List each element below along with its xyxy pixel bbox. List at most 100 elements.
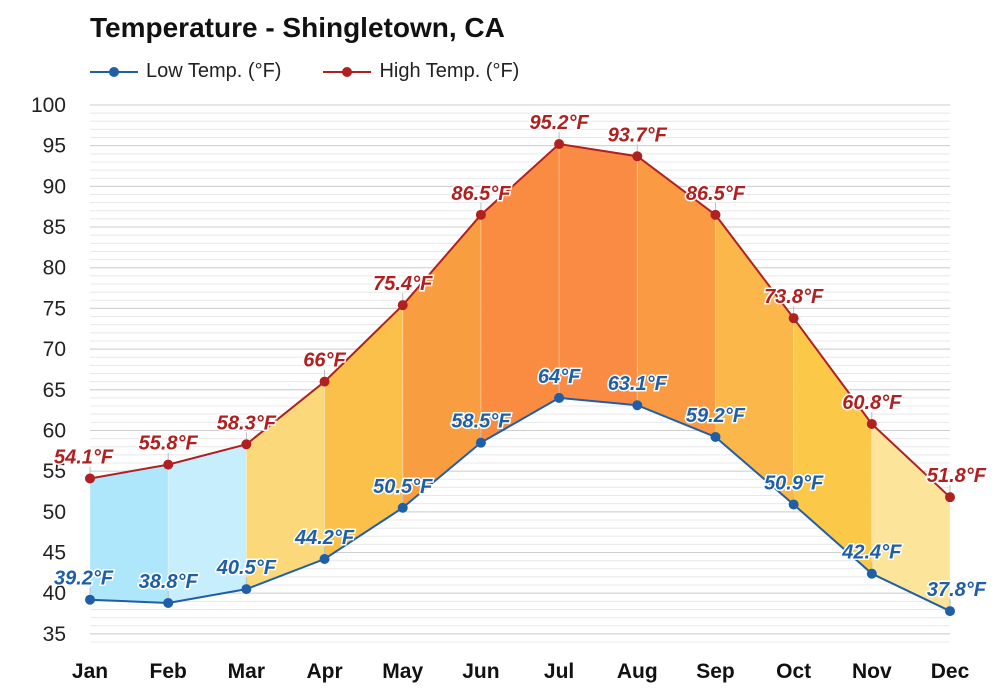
high-temp-point[interactable]: [788, 313, 799, 324]
legend-label-high: High Temp. (°F): [379, 60, 520, 82]
high-temp-line: [89, 142, 951, 498]
low-temp-label: 50.9°F: [764, 472, 824, 494]
y-tick-label: 100: [31, 94, 66, 117]
y-tick-label: 75: [43, 297, 66, 320]
y-tick-label: 65: [43, 379, 66, 402]
x-axis: Jan Feb Mar Apr May Jun Jul Aug Sep Oct Nov Dec: [72, 660, 970, 683]
low-temp-label: 40.5°F: [216, 557, 277, 579]
range-fills: [89, 144, 951, 612]
low-temp-point[interactable]: [241, 584, 252, 595]
high-temp-label: 55.8°F: [139, 433, 199, 455]
high-temp-label: 60.8°F: [842, 392, 902, 414]
high-temp-point[interactable]: [475, 209, 486, 220]
data-labels: 39.2°F 38.8°F 40.5°F 44.2°F 50.5°F 58.5°F 64°F…: [53, 111, 988, 607]
high-temp-point[interactable]: [397, 300, 408, 311]
low-temp-label: 63.1°F: [608, 373, 668, 395]
y-tick-label: 35: [43, 623, 66, 646]
x-tick-label: Jun: [462, 660, 499, 683]
y-tick-label: 70: [43, 338, 66, 361]
high-temp-point[interactable]: [241, 439, 252, 450]
high-temp-label: 75.4°F: [373, 273, 433, 295]
high-temp-point[interactable]: [710, 209, 721, 220]
month-range-fill: [715, 214, 794, 505]
low-temp-label: 38.8°F: [139, 571, 199, 593]
legend-label-low: Low Temp. (°F): [146, 60, 282, 82]
high-temp-label: 73.8°F: [764, 286, 824, 308]
high-temp-label: 54.1°F: [54, 446, 114, 468]
x-tick-label: Dec: [931, 660, 970, 683]
chart-title: Temperature - Shingletown, CA: [90, 12, 505, 43]
low-temp-label: 64°F: [538, 366, 581, 388]
low-temp-label: 58.5°F: [451, 411, 511, 433]
y-tick-label: 85: [43, 216, 66, 239]
legend-swatch-low: [90, 66, 138, 78]
y-tick-label: 90: [43, 175, 66, 198]
high-temp-point[interactable]: [319, 376, 330, 387]
series-lines: [89, 142, 951, 612]
low-temp-point[interactable]: [945, 606, 955, 617]
low-temp-point[interactable]: [632, 400, 643, 411]
low-temp-label: 39.2°F: [54, 568, 114, 590]
month-range-fill: [246, 381, 325, 590]
high-temp-point[interactable]: [554, 139, 565, 150]
chart-legend: Low Temp. (°F) High Temp. (°F): [90, 60, 519, 83]
x-tick-label: Oct: [776, 660, 811, 683]
low-temp-point[interactable]: [710, 431, 721, 442]
high-temp-point[interactable]: [945, 492, 955, 503]
month-range-fill: [324, 305, 403, 560]
low-temp-point[interactable]: [554, 392, 565, 403]
series-points: [85, 139, 955, 617]
y-tick-label: 95: [43, 135, 66, 158]
month-range-fill: [480, 144, 560, 443]
x-tick-label: Nov: [852, 660, 892, 683]
high-temp-label: 66°F: [303, 350, 346, 372]
low-temp-label: 37.8°F: [927, 579, 987, 601]
low-temp-label: 50.5°F: [373, 476, 433, 498]
x-tick-label: Sep: [696, 660, 735, 683]
x-tick-label: Feb: [150, 660, 187, 683]
low-temp-point[interactable]: [788, 499, 799, 510]
high-temp-label: 95.2°F: [530, 112, 590, 134]
x-tick-label: Aug: [617, 660, 658, 683]
y-tick-label: 45: [43, 542, 66, 565]
legend-item-low[interactable]: Low Temp. (°F): [90, 60, 281, 83]
y-tick-label: 50: [43, 501, 66, 524]
month-range-fill: [793, 318, 872, 574]
low-temp-point[interactable]: [397, 502, 408, 513]
y-tick-label: 60: [43, 419, 66, 442]
x-tick-label: May: [382, 660, 423, 683]
high-temp-point[interactable]: [85, 473, 95, 484]
month-range-fill: [637, 156, 716, 437]
y-tick-label: 55: [43, 460, 66, 483]
low-temp-point[interactable]: [85, 594, 95, 605]
low-temp-line: [89, 396, 951, 612]
x-tick-label: Apr: [306, 660, 342, 683]
high-temp-point[interactable]: [163, 459, 174, 470]
low-temp-label: 42.4°F: [841, 542, 902, 564]
low-temp-point[interactable]: [866, 568, 877, 579]
low-temp-label: 59.2°F: [686, 405, 746, 427]
legend-item-high[interactable]: High Temp. (°F): [323, 60, 519, 83]
y-axis: 35 40 45 50 55 60 65 70 75 80 85 90 95 100: [31, 94, 66, 646]
month-range-fill: [90, 464, 169, 603]
high-temp-label: 86.5°F: [686, 183, 746, 205]
low-temp-label: 44.2°F: [294, 527, 355, 549]
month-range-fill: [871, 423, 950, 612]
high-temp-label: 51.8°F: [927, 465, 987, 487]
high-temp-label: 86.5°F: [451, 183, 511, 205]
low-temp-point[interactable]: [475, 437, 486, 448]
x-tick-label: Jan: [72, 660, 108, 683]
month-range-fill: [402, 214, 481, 508]
high-temp-point[interactable]: [866, 418, 877, 429]
month-range-fill: [559, 144, 638, 406]
high-temp-point[interactable]: [632, 151, 643, 162]
high-temp-label: 93.7°F: [608, 124, 668, 146]
month-range-fill: [168, 444, 247, 603]
x-tick-label: Jul: [544, 660, 574, 683]
low-temp-point[interactable]: [319, 554, 330, 565]
y-tick-label: 40: [43, 582, 66, 605]
y-tick-label: 80: [43, 257, 66, 280]
high-temp-label: 58.3°F: [217, 412, 277, 434]
low-temp-point[interactable]: [163, 597, 174, 608]
